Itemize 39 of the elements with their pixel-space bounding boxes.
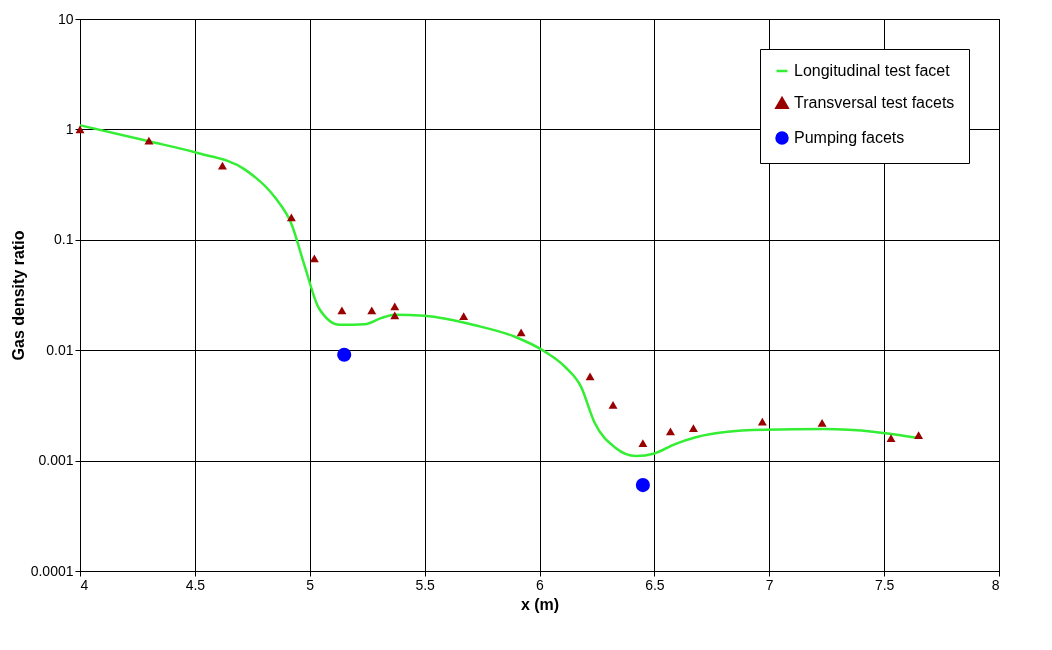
point [337,347,352,362]
x-tick-label: 7 [765,576,774,593]
y-tick-label: 1 [65,120,74,137]
point [886,434,896,442]
x-axis-title: x (m) [520,595,560,613]
y-tick-label: 0.01 [46,341,74,358]
x-tick-label: 7.5 [874,576,895,593]
point [817,418,827,427]
point [638,439,648,447]
point [286,213,296,222]
point [390,311,400,320]
x-tick-label: 4.5 [185,576,206,593]
y-tick-label: 0.0001 [30,562,74,579]
y-tick-label: 0.1 [54,231,74,248]
y-axis-title: Gas density ratio [9,230,27,361]
point [337,306,347,315]
legend-label: Transversal test facets [794,94,955,111]
legend-label: Pumping facets [794,129,905,146]
point [459,312,469,320]
y-tick-label: 0.001 [38,452,74,469]
point [144,136,154,145]
point [608,400,618,409]
legend-label: Longitudinal test facet [794,62,951,79]
x-tick-label: 4 [80,576,89,593]
point [688,424,698,432]
point [390,302,400,311]
point [585,372,595,381]
x-tick-label: 6 [536,576,545,593]
x-tick-label: 8 [991,576,1000,593]
y-tick-label: 10 [57,10,74,27]
x-tick-label: 6.5 [645,576,665,593]
point [367,306,377,315]
x-tick-label: 5.5 [415,576,436,593]
point [309,254,319,263]
point [635,478,650,493]
x-tick-label: 5 [306,576,315,593]
point [665,427,675,436]
point [914,431,924,440]
point [516,328,526,337]
